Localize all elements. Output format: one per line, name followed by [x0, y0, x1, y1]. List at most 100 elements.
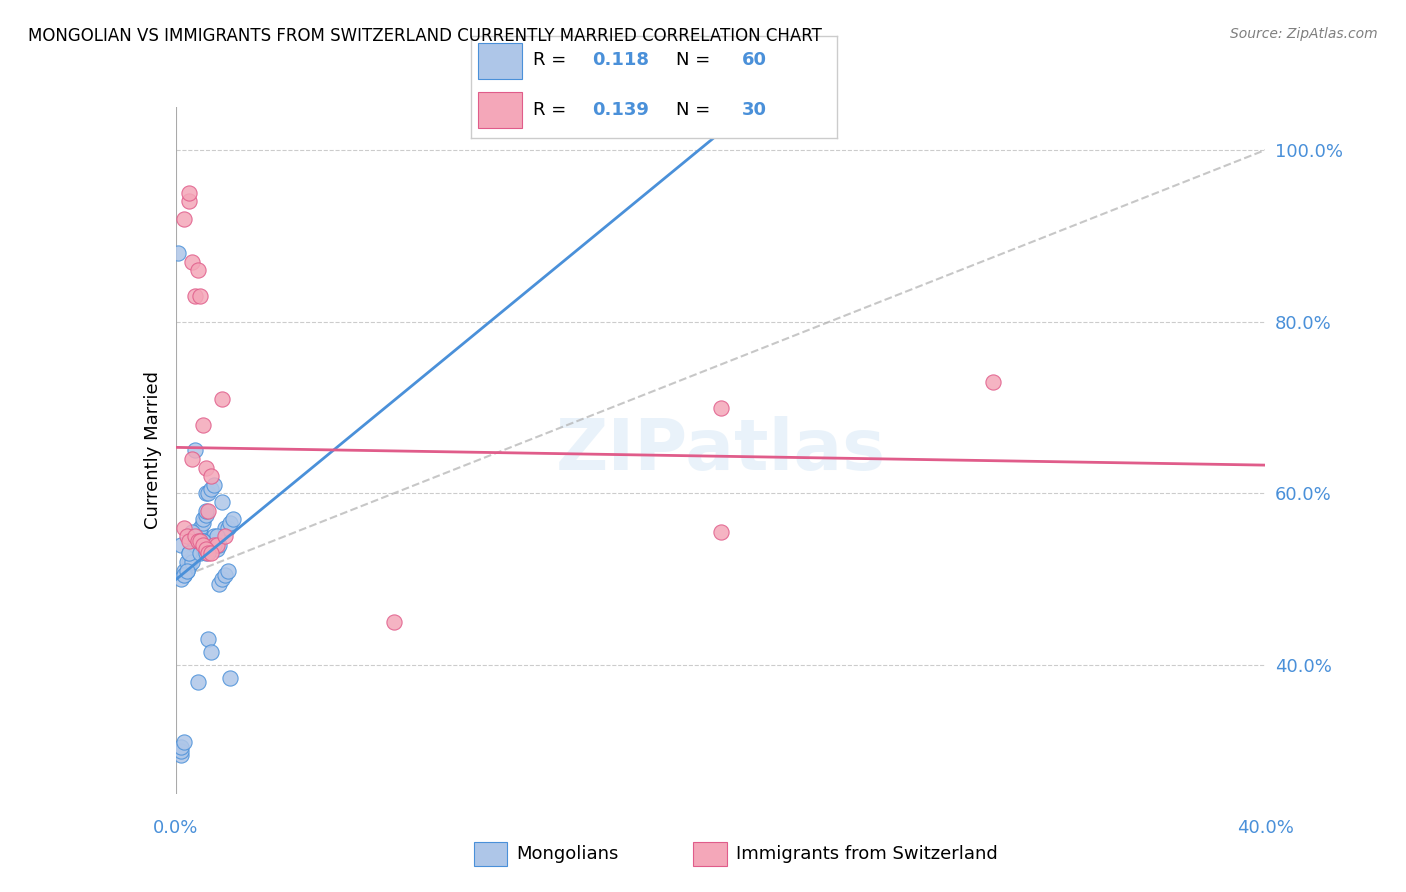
Text: 0.139: 0.139 — [592, 101, 648, 119]
Point — [184, 443, 207, 458]
Point — [188, 289, 211, 303]
Point — [186, 529, 209, 543]
Point — [184, 538, 207, 552]
Point — [188, 521, 211, 535]
Point — [211, 392, 233, 406]
Point — [194, 503, 217, 517]
Point — [186, 533, 209, 548]
Point — [211, 572, 233, 586]
Point — [184, 289, 207, 303]
Point — [710, 401, 733, 415]
Point — [188, 524, 211, 539]
Point — [170, 572, 193, 586]
Bar — [478, 92, 522, 128]
Text: Mongolians: Mongolians — [516, 845, 619, 863]
Point — [170, 538, 193, 552]
Point — [200, 533, 222, 548]
Point — [197, 503, 219, 517]
Point — [170, 739, 193, 754]
Point — [186, 263, 209, 277]
Point — [710, 524, 733, 539]
Point — [181, 452, 204, 467]
Point — [176, 555, 198, 569]
Point — [170, 748, 193, 763]
Point — [181, 524, 204, 539]
Point — [202, 529, 225, 543]
Point — [188, 538, 211, 552]
Text: Immigrants from Switzerland: Immigrants from Switzerland — [737, 845, 998, 863]
Point — [202, 538, 225, 552]
Point — [219, 671, 242, 685]
Point — [222, 512, 245, 526]
Point — [191, 516, 214, 531]
Point — [191, 533, 214, 548]
Point — [214, 529, 236, 543]
Point — [181, 550, 204, 565]
Point — [186, 533, 209, 548]
Point — [170, 744, 193, 758]
Text: 0.0%: 0.0% — [153, 819, 198, 837]
Bar — [478, 43, 522, 78]
Point — [179, 555, 201, 569]
Point — [208, 538, 231, 552]
Point — [208, 576, 231, 591]
Point — [173, 521, 195, 535]
Point — [194, 542, 217, 557]
Point — [200, 645, 222, 659]
Point — [181, 254, 204, 268]
Text: 30: 30 — [741, 101, 766, 119]
Point — [200, 469, 222, 483]
Point — [194, 546, 217, 561]
Point — [188, 533, 211, 548]
Point — [197, 632, 219, 647]
Point — [191, 538, 214, 552]
Point — [214, 521, 236, 535]
Point — [217, 564, 239, 578]
Point — [167, 246, 190, 260]
Point — [191, 533, 214, 548]
Point — [197, 546, 219, 561]
Y-axis label: Currently Married: Currently Married — [143, 371, 162, 530]
Text: 0.118: 0.118 — [592, 52, 648, 70]
Point — [173, 735, 195, 749]
Point — [200, 546, 222, 561]
Point — [202, 478, 225, 492]
Point — [217, 521, 239, 535]
Point — [173, 211, 195, 226]
Point — [173, 568, 195, 582]
Point — [194, 486, 217, 500]
Point — [214, 568, 236, 582]
Text: 60: 60 — [741, 52, 766, 70]
Point — [194, 460, 217, 475]
Point — [184, 529, 207, 543]
Bar — [693, 842, 727, 866]
Point — [188, 546, 211, 561]
Point — [382, 615, 405, 630]
Point — [179, 194, 201, 209]
Point — [173, 564, 195, 578]
Point — [205, 542, 228, 557]
Text: Source: ZipAtlas.com: Source: ZipAtlas.com — [1230, 27, 1378, 41]
Point — [179, 559, 201, 574]
Point — [191, 512, 214, 526]
Text: R =: R = — [533, 52, 572, 70]
Point — [205, 538, 228, 552]
Point — [200, 482, 222, 496]
Text: ZIPatlas: ZIPatlas — [555, 416, 886, 485]
Point — [176, 564, 198, 578]
Point — [176, 564, 198, 578]
Point — [184, 546, 207, 561]
Point — [179, 533, 201, 548]
Point — [179, 186, 201, 200]
Text: 40.0%: 40.0% — [1237, 819, 1294, 837]
Point — [173, 568, 195, 582]
Text: R =: R = — [533, 101, 572, 119]
Point — [981, 375, 1004, 389]
Text: N =: N = — [676, 101, 716, 119]
Text: N =: N = — [676, 52, 716, 70]
Point — [197, 486, 219, 500]
Point — [179, 546, 201, 561]
Point — [194, 508, 217, 522]
Point — [181, 555, 204, 569]
Point — [176, 529, 198, 543]
